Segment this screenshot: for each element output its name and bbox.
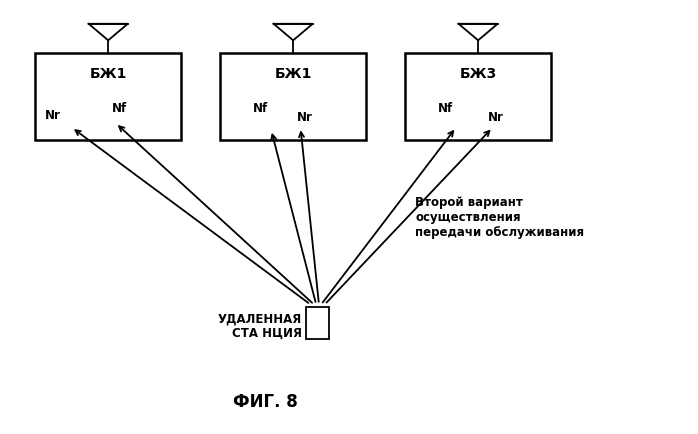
Bar xyxy=(220,54,366,141)
Bar xyxy=(35,54,181,141)
Bar xyxy=(306,307,329,339)
Text: Nr: Nr xyxy=(45,108,61,122)
Text: ФИГ. 8: ФИГ. 8 xyxy=(233,392,297,410)
Text: БЖ1: БЖ1 xyxy=(274,66,312,80)
Text: БЖ3: БЖ3 xyxy=(459,66,497,80)
Bar xyxy=(405,54,551,141)
Text: УДАЛЕННАЯ
СТА НЦИЯ: УДАЛЕННАЯ СТА НЦИЯ xyxy=(218,312,302,339)
Text: Nf: Nf xyxy=(438,102,454,115)
Text: Второй вариант
осуществления
передачи обслуживания: Второй вариант осуществления передачи об… xyxy=(415,196,584,238)
Text: Nr: Nr xyxy=(488,110,504,123)
Text: Nr: Nr xyxy=(297,110,313,123)
Text: Nf: Nf xyxy=(253,102,269,115)
Text: Nf: Nf xyxy=(112,102,128,115)
Text: БЖ1: БЖ1 xyxy=(89,66,127,80)
